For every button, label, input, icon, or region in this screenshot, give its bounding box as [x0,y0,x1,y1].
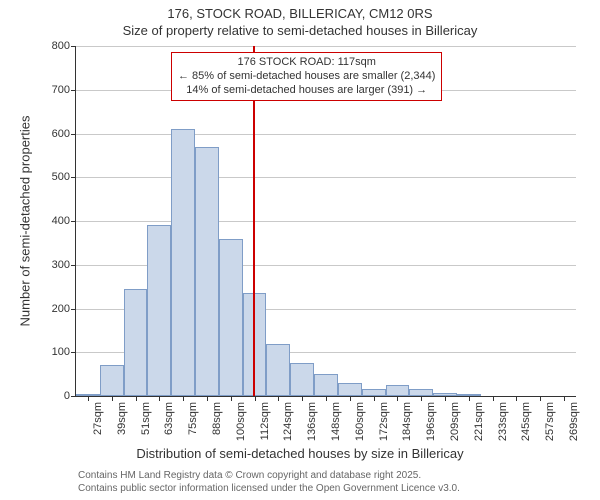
annotation-line: 14% of semi-detached houses are larger (… [178,84,435,98]
plot-area: 010020030040050060070080027sqm39sqm51sqm… [75,46,576,397]
histogram-bar [195,147,219,396]
ytick-label: 600 [52,128,76,140]
ytick-label: 700 [52,84,76,96]
histogram-bar [100,365,124,396]
chart-subtitle: Size of property relative to semi-detach… [0,23,600,38]
xtick-mark [516,396,517,401]
xtick-label: 233sqm [497,402,509,441]
annotation-line: 176 STOCK ROAD: 117sqm [178,56,435,70]
xtick-mark [207,396,208,401]
xtick-mark [421,396,422,401]
xtick-label: 39sqm [116,402,128,435]
xtick-mark [278,396,279,401]
footnote-line-2: Contains public sector information licen… [78,483,460,496]
xtick-label: 124sqm [282,402,294,441]
x-axis-label: Distribution of semi-detached houses by … [0,446,600,461]
chart-title: 176, STOCK ROAD, BILLERICAY, CM12 0RS [0,6,600,21]
chart-root: 176, STOCK ROAD, BILLERICAY, CM12 0RS Si… [0,0,600,500]
xtick-label: 184sqm [401,402,413,441]
xtick-mark [564,396,565,401]
xtick-mark [493,396,494,401]
gridline [76,221,576,222]
xtick-label: 269sqm [568,402,580,441]
annotation-box: 176 STOCK ROAD: 117sqm← 85% of semi-deta… [171,52,442,101]
gridline [76,46,576,47]
xtick-label: 209sqm [449,402,461,441]
xtick-label: 63sqm [163,402,175,435]
histogram-bar [266,344,290,397]
xtick-label: 160sqm [354,402,366,441]
y-axis-label: Number of semi-detached properties [18,116,33,327]
footnote-line-1: Contains HM Land Registry data © Crown c… [78,470,460,483]
histogram-bar [290,363,314,396]
xtick-label: 27sqm [92,402,104,435]
xtick-label: 172sqm [378,402,390,441]
xtick-label: 221sqm [473,402,485,441]
xtick-label: 88sqm [211,402,223,435]
xtick-mark [183,396,184,401]
histogram-bar [314,374,338,396]
xtick-mark [469,396,470,401]
xtick-label: 245sqm [520,402,532,441]
xtick-label: 257sqm [544,402,556,441]
xtick-mark [326,396,327,401]
histogram-bar [147,225,171,396]
xtick-mark [302,396,303,401]
histogram-bar [338,383,362,396]
histogram-bar [219,239,243,397]
title-block: 176, STOCK ROAD, BILLERICAY, CM12 0RS Si… [0,6,600,38]
xtick-mark [136,396,137,401]
histogram-bar [124,289,148,396]
ytick-label: 100 [52,346,76,358]
xtick-label: 75sqm [187,402,199,435]
xtick-mark [445,396,446,401]
xtick-label: 196sqm [425,402,437,441]
xtick-label: 51sqm [140,402,152,435]
xtick-mark [231,396,232,401]
xtick-mark [112,396,113,401]
ytick-label: 400 [52,215,76,227]
gridline [76,134,576,135]
xtick-mark [374,396,375,401]
ytick-label: 200 [52,303,76,315]
footnote: Contains HM Land Registry data © Crown c… [78,470,460,495]
ytick-label: 800 [52,40,76,52]
xtick-mark [350,396,351,401]
xtick-mark [88,396,89,401]
histogram-bar [171,129,195,396]
histogram-bar [386,385,410,396]
ytick-label: 500 [52,171,76,183]
xtick-label: 136sqm [306,402,318,441]
xtick-label: 100sqm [235,402,247,441]
gridline [76,177,576,178]
ytick-label: 0 [64,390,76,402]
ytick-label: 300 [52,259,76,271]
xtick-label: 112sqm [259,402,271,440]
annotation-line: ← 85% of semi-detached houses are smalle… [178,70,435,84]
xtick-mark [255,396,256,401]
xtick-mark [159,396,160,401]
xtick-mark [397,396,398,401]
xtick-label: 148sqm [330,402,342,441]
xtick-mark [540,396,541,401]
